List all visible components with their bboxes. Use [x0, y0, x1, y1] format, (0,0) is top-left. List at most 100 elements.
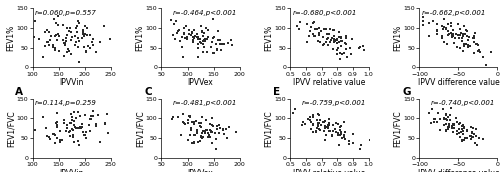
Point [470, 132, 478, 135]
Point [41, 31, 49, 34]
Point [82, 131, 90, 133]
Point [440, 18, 448, 21]
Point [188, 36, 196, 38]
Point [62, 129, 70, 132]
Point [334, 47, 342, 50]
Point [341, 42, 349, 45]
Point [442, 122, 450, 125]
Text: r=-0.662,p<0.001: r=-0.662,p<0.001 [422, 9, 486, 15]
Point [442, 113, 450, 116]
Point [212, 43, 220, 46]
Point [440, 26, 448, 28]
Point [458, 133, 466, 136]
Point [214, 125, 222, 127]
Point [194, 47, 202, 50]
Point [429, 20, 437, 23]
Point [446, 124, 454, 126]
Point [38, 116, 46, 119]
Point [62, 37, 70, 39]
Point [438, 35, 446, 38]
Point [184, 138, 192, 141]
Y-axis label: FEV1%: FEV1% [264, 24, 273, 51]
Point [180, 31, 188, 34]
Point [49, 45, 57, 48]
Point [46, 138, 54, 141]
Text: r=0.060,p=0.557: r=0.060,p=0.557 [35, 9, 96, 15]
Point [75, 40, 83, 42]
Point [241, 151, 249, 154]
Point [469, 136, 477, 139]
Point [60, 54, 68, 57]
Point [330, 128, 338, 130]
Point [96, 40, 104, 43]
Point [306, 29, 314, 32]
Point [30, 35, 38, 38]
Point [336, 124, 344, 127]
Point [52, 34, 60, 37]
Point [308, 123, 316, 126]
Point [207, 131, 215, 134]
Point [188, 142, 196, 144]
Point [449, 29, 457, 31]
Text: E: E [273, 87, 280, 96]
Point [179, 121, 187, 123]
Point [80, 133, 88, 136]
Point [64, 96, 72, 99]
Point [190, 134, 198, 136]
Point [462, 43, 469, 45]
Point [48, 35, 56, 37]
Point [444, 122, 452, 125]
Point [53, 125, 61, 128]
Point [456, 27, 464, 30]
Point [327, 39, 335, 42]
Point [62, 126, 70, 129]
Point [62, 124, 70, 127]
Point [322, 126, 330, 128]
Point [432, 118, 440, 121]
Point [330, 38, 338, 40]
Point [330, 35, 338, 38]
Point [475, 48, 483, 51]
Point [86, 123, 94, 126]
Point [79, 28, 87, 31]
Point [50, 47, 58, 50]
Point [320, 120, 328, 123]
Point [482, 64, 490, 67]
Point [70, 134, 78, 137]
Point [470, 41, 478, 43]
Point [82, 50, 90, 53]
Point [314, 127, 322, 130]
Point [169, 115, 177, 118]
Point [188, 41, 196, 44]
Point [92, 125, 100, 128]
Point [449, 33, 457, 35]
Point [338, 40, 345, 42]
Point [42, 127, 50, 130]
Point [214, 38, 222, 41]
Point [456, 121, 464, 124]
Point [458, 138, 466, 141]
Point [172, 31, 180, 34]
Point [196, 37, 204, 40]
Point [66, 130, 74, 133]
Point [59, 23, 67, 26]
X-axis label: IPVV relative value: IPVV relative value [294, 78, 366, 87]
Point [467, 135, 475, 138]
Point [330, 41, 338, 44]
Point [198, 116, 206, 118]
Point [72, 126, 80, 129]
Point [325, 121, 333, 124]
Point [318, 43, 326, 46]
Point [78, 31, 86, 34]
Point [200, 132, 208, 135]
Point [328, 134, 336, 136]
Point [191, 134, 199, 136]
Point [50, 133, 58, 136]
Point [102, 123, 110, 126]
Point [92, 123, 100, 125]
Point [340, 134, 348, 136]
Point [214, 132, 222, 134]
Y-axis label: FEV1/FVC: FEV1/FVC [264, 110, 273, 147]
Point [190, 140, 198, 143]
Point [471, 31, 479, 34]
